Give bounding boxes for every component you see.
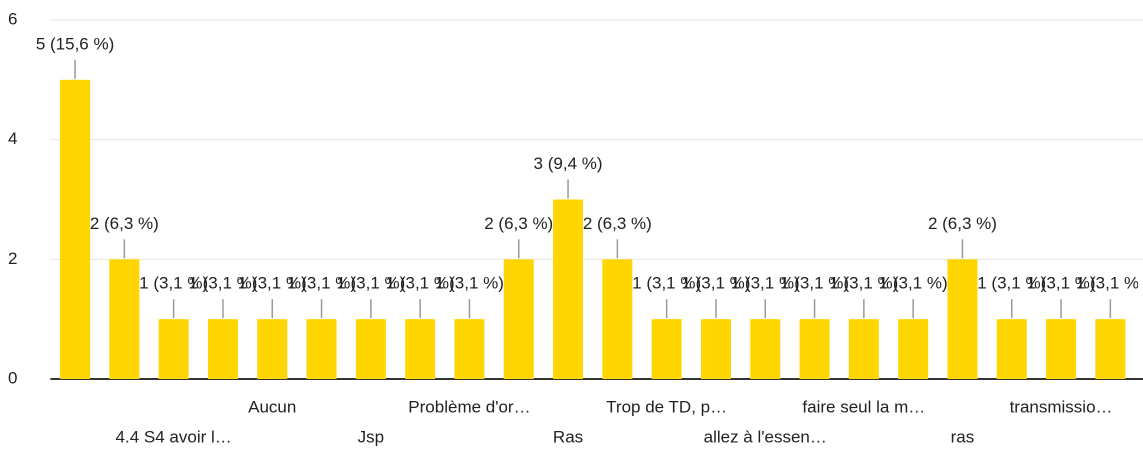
bar bbox=[207, 319, 238, 379]
x-tick-label: Ras bbox=[553, 427, 583, 446]
y-tick-label: 6 bbox=[8, 9, 17, 28]
x-tick-label: Jsp bbox=[358, 427, 384, 446]
bar bbox=[454, 319, 485, 379]
bar bbox=[799, 319, 830, 379]
value-label: 1 (3,1 %) bbox=[1027, 274, 1096, 293]
value-label: 1 (3,1 %) bbox=[238, 274, 307, 293]
value-label: 3 (9,4 %) bbox=[534, 154, 603, 173]
grid: 0 2 4 6 4.4 S4 avoir l… Aucun Jsp Problème d'or… bbox=[8, 9, 1143, 446]
bar bbox=[355, 319, 386, 379]
bar bbox=[1046, 319, 1077, 379]
value-label: 1 (3,1 %) bbox=[681, 274, 750, 293]
value-label: 2 (6,3 %) bbox=[90, 214, 159, 233]
value-label: 2 (6,3 %) bbox=[484, 214, 553, 233]
y-tick-label: 4 bbox=[8, 129, 17, 148]
value-label: 1 (3,1 %) bbox=[632, 274, 701, 293]
x-tick-label: Problème d'or… bbox=[408, 397, 530, 416]
bar bbox=[848, 319, 879, 379]
bar bbox=[306, 319, 337, 379]
value-label: 1 (3,1 %) bbox=[336, 274, 405, 293]
x-tick-label: Trop de TD, p… bbox=[606, 397, 727, 416]
value-label: 2 (6,3 %) bbox=[928, 214, 997, 233]
value-label: 1 (3,1 %) bbox=[879, 274, 948, 293]
y-tick-label: 0 bbox=[8, 368, 17, 387]
bar bbox=[1095, 319, 1126, 379]
x-tick-label: 4.4 S4 avoir l… bbox=[116, 427, 232, 446]
value-label: 1 (3,1 %) bbox=[977, 274, 1046, 293]
value-label: 1 (3,1 %) bbox=[435, 274, 504, 293]
bar bbox=[405, 319, 436, 379]
x-tick-label: ras bbox=[951, 427, 975, 446]
x-tick-label: faire seul la m… bbox=[802, 397, 925, 416]
bar bbox=[651, 319, 682, 379]
bar bbox=[602, 259, 633, 379]
bar bbox=[996, 319, 1027, 379]
bar bbox=[700, 319, 731, 379]
value-label: 1 (3,1 %) bbox=[829, 274, 898, 293]
bar bbox=[750, 319, 781, 379]
bar bbox=[553, 199, 584, 379]
bar bbox=[257, 319, 288, 379]
x-tick-label: transmissio… bbox=[1010, 397, 1113, 416]
bar bbox=[503, 259, 534, 379]
bar bbox=[109, 259, 140, 379]
bar bbox=[158, 319, 189, 379]
bar bbox=[60, 79, 91, 379]
y-tick-label: 2 bbox=[8, 249, 17, 268]
value-label: 5 (15,6 %) bbox=[36, 34, 114, 53]
value-label: 1 (3,1 %) bbox=[1076, 274, 1143, 293]
value-labels: 5 (15,6 %)2 (6,3 %)1 (3,1 %)1 (3,1 %)1 (… bbox=[36, 34, 1143, 319]
value-label: 1 (3,1 %) bbox=[139, 274, 208, 293]
x-tick-label: allez à l'essen… bbox=[704, 427, 827, 446]
x-tick-label: Aucun bbox=[248, 397, 296, 416]
value-label: 1 (3,1 %) bbox=[780, 274, 849, 293]
value-label: 2 (6,3 %) bbox=[583, 214, 652, 233]
value-label: 1 (3,1 %) bbox=[731, 274, 800, 293]
bars bbox=[60, 79, 1126, 379]
value-label: 1 (3,1 %) bbox=[287, 274, 356, 293]
value-label: 1 (3,1 %) bbox=[188, 274, 257, 293]
bar bbox=[947, 259, 978, 379]
value-label: 1 (3,1 %) bbox=[386, 274, 455, 293]
bar bbox=[898, 319, 929, 379]
